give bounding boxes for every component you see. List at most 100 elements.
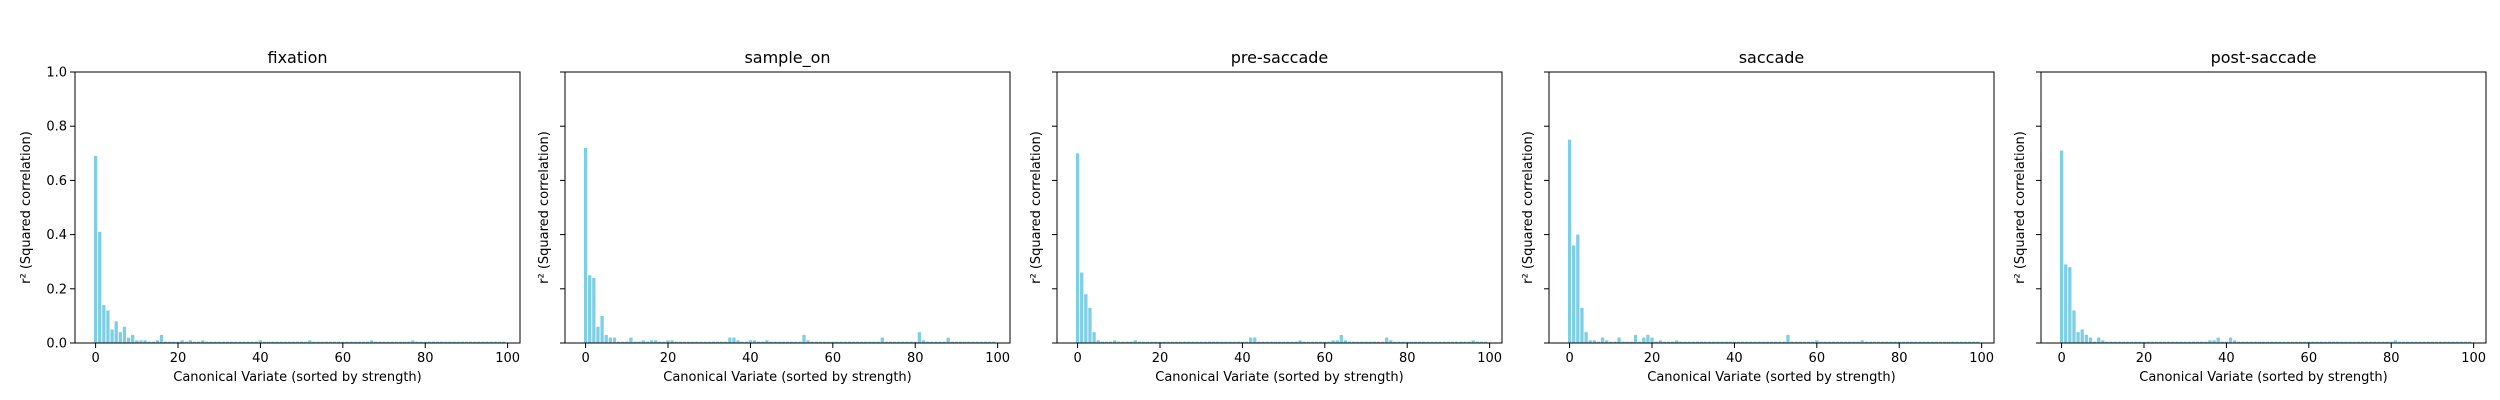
bar <box>1113 340 1117 343</box>
x-axis-label: Canonical Variate (sorted by strength) <box>663 370 911 385</box>
bar <box>1683 341 1687 343</box>
bar <box>1133 340 1137 343</box>
bar <box>835 341 839 343</box>
bar <box>736 340 740 343</box>
bar <box>464 341 469 343</box>
bar <box>164 341 168 343</box>
panels: fixation 0 20 40 60 80 100 Canonical Variate (s… <box>19 48 2487 385</box>
bar <box>2105 341 2109 343</box>
bar <box>781 341 786 343</box>
bar <box>493 341 497 343</box>
y-tick-label: 1.0 <box>46 66 67 81</box>
bar <box>1938 341 1943 343</box>
bar <box>1642 337 1646 343</box>
bar <box>1434 341 1438 343</box>
bar <box>2162 341 2167 343</box>
bar <box>365 341 370 343</box>
bar <box>975 341 979 343</box>
bar <box>794 341 798 343</box>
bar <box>715 341 720 343</box>
bar <box>1384 337 1389 343</box>
bar <box>1158 341 1162 343</box>
bar <box>695 341 699 343</box>
chart-panel-fixation: fixation 0 20 40 60 80 100 Canonical Variate (s… <box>19 48 521 385</box>
bar <box>1269 341 1273 343</box>
bar <box>979 341 983 343</box>
bar <box>649 340 654 343</box>
bar <box>1708 341 1712 343</box>
bar <box>2150 341 2154 343</box>
bar <box>1166 341 1170 343</box>
bar <box>143 340 147 343</box>
bar <box>1728 341 1732 343</box>
bar <box>2393 340 2397 343</box>
bar <box>691 341 695 343</box>
x-tick-label: 40 <box>1726 351 1743 366</box>
bar <box>732 337 736 343</box>
bar <box>876 341 880 343</box>
x-tick-label: 60 <box>1809 351 1826 366</box>
bar <box>2467 341 2472 343</box>
x-tick-label: 40 <box>1234 351 1251 366</box>
bar <box>2195 341 2200 343</box>
bar <box>234 341 238 343</box>
bar <box>1695 341 1699 343</box>
bar <box>328 341 333 343</box>
bar <box>1815 340 1819 343</box>
bar <box>1959 341 1963 343</box>
bar <box>1576 234 1580 343</box>
bar <box>320 341 324 343</box>
bar <box>1314 341 1319 343</box>
bar <box>398 341 403 343</box>
bar <box>616 341 621 343</box>
bar <box>798 341 802 343</box>
bar <box>1413 341 1418 343</box>
bar <box>596 326 600 343</box>
bar <box>2191 341 2196 343</box>
bar <box>1442 341 1446 343</box>
bar <box>1203 341 1207 343</box>
bar <box>707 341 711 343</box>
bar <box>147 341 151 343</box>
y-tick-label: 0.4 <box>46 228 67 243</box>
bar <box>1446 341 1451 343</box>
bar <box>2397 341 2402 343</box>
bar <box>1195 341 1199 343</box>
y-axis-label: r² (Squared correlation) <box>1029 131 1044 284</box>
bar <box>2175 341 2179 343</box>
bar <box>1778 341 1782 343</box>
axes-frame <box>1056 71 1503 344</box>
bar <box>1146 341 1150 343</box>
x-tick-label: 60 <box>2301 351 2318 366</box>
bar <box>1347 341 1352 343</box>
bar <box>2212 340 2216 343</box>
bar <box>2125 341 2130 343</box>
bar <box>621 341 625 343</box>
bar <box>126 337 131 343</box>
bar <box>1405 341 1409 343</box>
bar <box>1323 341 1327 343</box>
x-tick-label: 100 <box>1477 351 1502 366</box>
bar <box>2385 341 2389 343</box>
bar <box>2101 340 2105 343</box>
bar <box>1638 341 1642 343</box>
bar <box>213 341 217 343</box>
bar <box>2253 341 2257 343</box>
bar <box>357 341 361 343</box>
bar <box>440 341 444 343</box>
bar <box>1662 341 1667 343</box>
bar <box>1224 341 1228 343</box>
bar <box>1584 332 1588 343</box>
bar <box>752 340 757 343</box>
x-axis-label: Canonical Variate (sorted by strength) <box>1155 370 1403 385</box>
bar <box>1327 341 1331 343</box>
bar <box>880 337 884 343</box>
bar <box>897 341 901 343</box>
bar <box>287 341 291 343</box>
bar <box>1864 341 1868 343</box>
bar <box>435 341 440 343</box>
x-tick-label: 80 <box>2383 351 2400 366</box>
bar <box>1475 341 1479 343</box>
bar <box>1162 341 1166 343</box>
bar <box>1088 307 1092 343</box>
